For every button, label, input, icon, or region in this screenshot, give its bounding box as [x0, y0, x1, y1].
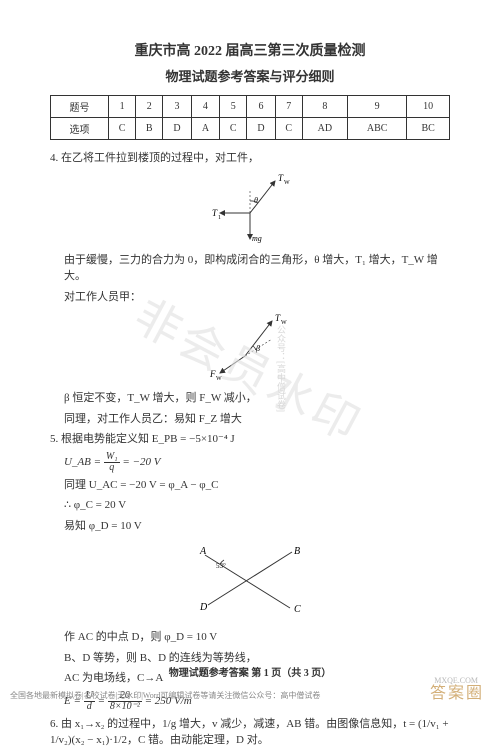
svg-text:β: β [255, 344, 260, 353]
svg-text:B: B [294, 546, 300, 557]
page-title-2: 物理试题参考答案与评分细则 [50, 66, 450, 85]
q5-eq2: 同理 U_AC = −20 V = φ_A − φ_C [50, 477, 450, 494]
answer-cell: D [163, 118, 191, 140]
col-header: 8 [302, 96, 347, 118]
col-header: 3 [163, 96, 191, 118]
svg-text:F: F [209, 369, 216, 379]
answer-cell: D [247, 118, 275, 140]
answer-cell: C [109, 118, 136, 140]
eq-rhs: = −20 V [122, 456, 160, 468]
col-header: 6 [247, 96, 275, 118]
q4-line4: 同理，对工作人员乙：易知 F_Z 增大 [50, 411, 450, 428]
q5-line5: 作 AC 的中点 D，则 φ_D = 10 V [50, 629, 450, 646]
q4-diagram-2: TW FW β [50, 311, 450, 384]
svg-text:C: C [294, 604, 301, 615]
q4-line1: 由于缓慢，三力的合力为 0，即构成闭合的三角形，θ 增大，T₁ 增大，T_W 增… [50, 252, 450, 285]
svg-text:53°: 53° [216, 562, 226, 570]
col-header: 2 [136, 96, 163, 118]
svg-text:θ: θ [254, 196, 258, 205]
svg-text:1: 1 [218, 215, 221, 221]
svg-text:mg: mg [252, 234, 262, 243]
q6-text: 6. 由 x₁→x₂ 的过程中，1/g 增大，v 减少，减速，AB 错。由图像信… [50, 716, 450, 749]
col-header: 5 [220, 96, 247, 118]
q4-line3: β 恒定不变，T_W 增大，则 F_W 减小， [50, 390, 450, 407]
svg-text:W: W [284, 180, 290, 186]
q5-diagram: A B C D 53° [50, 540, 450, 623]
q5-intro: 5. 根据电势能定义知 E_PB = −5×10⁻⁴ J [50, 431, 450, 448]
answer-cell: B [136, 118, 163, 140]
answer-table: 题号 1 2 3 4 5 6 7 8 9 10 选项 C B D A C D C… [50, 95, 450, 140]
row-label: 题号 [51, 96, 109, 118]
col-header: 4 [191, 96, 219, 118]
svg-text:W: W [281, 320, 287, 326]
answer-cell: ABC [347, 118, 406, 140]
q4-line2: 对工作人员甲： [50, 289, 450, 306]
q4-intro: 4. 在乙将工件拉到楼顶的过程中，对工件， [50, 150, 450, 167]
q4-diagram-1: TW T1 mg θ [50, 173, 450, 246]
stamp-site: MXQE.COM [434, 676, 478, 685]
page-footer: 物理试题参考答案 第 1 页（共 3 页） [0, 664, 500, 679]
q5-eq4: 易知 φ_D = 10 V [50, 518, 450, 535]
bottom-left-text: 全国各地最新模拟卷|名校试卷|无水印|Word可编辑试卷等请关注微信公众号：高中… [10, 690, 320, 701]
col-header: 1 [109, 96, 136, 118]
svg-text:A: A [199, 546, 207, 557]
col-header: 7 [275, 96, 302, 118]
q5-eq1: U_AB = W₁q = −20 V [50, 452, 450, 473]
q5-eq3: ∴ φ_C = 20 V [50, 497, 450, 514]
col-header: 9 [347, 96, 406, 118]
answer-cell: C [220, 118, 247, 140]
answer-cell: BC [407, 118, 450, 140]
answer-cell: AD [302, 118, 347, 140]
col-header: 10 [407, 96, 450, 118]
eq-lhs: U_AB = [64, 456, 101, 468]
row-label: 选项 [51, 118, 109, 140]
svg-text:W: W [216, 376, 222, 381]
page-title-1: 重庆市高 2022 届高三第三次质量检测 [50, 40, 450, 60]
bottom-bar: 全国各地最新模拟卷|名校试卷|无水印|Word可编辑试卷等请关注微信公众号：高中… [0, 690, 500, 701]
table-row: 选项 C B D A C D C AD ABC BC [51, 118, 450, 140]
answer-cell: C [275, 118, 302, 140]
answer-cell: A [191, 118, 219, 140]
table-row: 题号 1 2 3 4 5 6 7 8 9 10 [51, 96, 450, 118]
svg-text:D: D [199, 602, 208, 613]
